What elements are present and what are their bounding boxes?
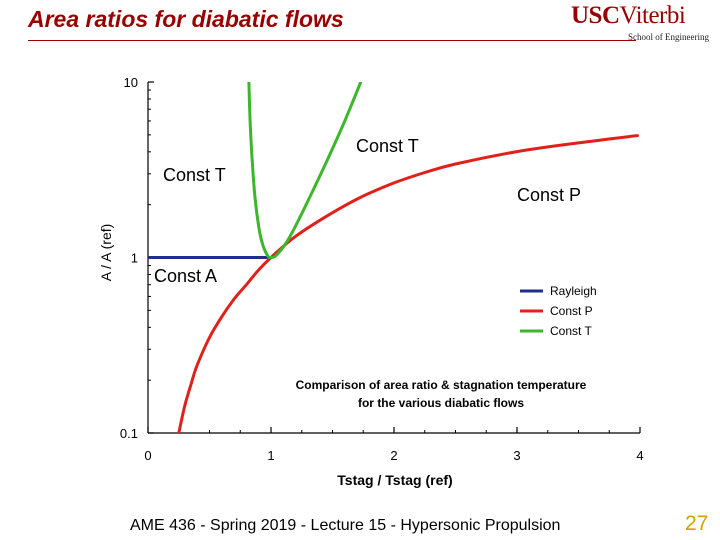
series-line-const-t bbox=[247, 82, 363, 260]
y-axis-label: A / A (ref) bbox=[98, 224, 114, 282]
series-group bbox=[148, 82, 639, 433]
x-axis-label: Tstag / Tstag (ref) bbox=[337, 472, 452, 488]
legend-label: Rayleigh bbox=[550, 284, 597, 298]
slide-title: Area ratios for diabatic flows bbox=[28, 6, 344, 32]
x-tick-label: 4 bbox=[636, 448, 643, 463]
annotation-label: Const A bbox=[154, 266, 217, 286]
legend-label: Const T bbox=[550, 324, 592, 338]
x-tick-label: 2 bbox=[390, 448, 397, 463]
slide-footer: AME 436 - Spring 2019 - Lecture 15 - Hyp… bbox=[130, 517, 561, 534]
y-tick-label: 10 bbox=[124, 75, 138, 90]
x-tick-label: 1 bbox=[267, 448, 274, 463]
logo-viterbi: Viterbi bbox=[619, 2, 686, 29]
y-tick-label: 1 bbox=[131, 251, 138, 266]
annotation-label: Const T bbox=[163, 165, 226, 185]
annotation-label: Const P bbox=[517, 185, 581, 205]
logo-usc: USC bbox=[571, 2, 620, 29]
logo-subtitle: School of Engineering bbox=[628, 32, 709, 42]
y-tick-label: 0.1 bbox=[120, 426, 138, 441]
annotation-label: Const T bbox=[356, 136, 419, 156]
x-tick-label: 0 bbox=[144, 448, 151, 463]
usc-viterbi-logo: USCViterbi bbox=[571, 2, 686, 30]
chart-caption-line: for the various diabatic flows bbox=[358, 396, 524, 410]
page-number: 27 bbox=[685, 512, 709, 535]
legend-label: Const P bbox=[550, 304, 593, 318]
title-divider bbox=[28, 40, 636, 41]
chart-caption-line: Comparison of area ratio & stagnation te… bbox=[296, 378, 587, 392]
x-tick-label: 3 bbox=[513, 448, 520, 463]
